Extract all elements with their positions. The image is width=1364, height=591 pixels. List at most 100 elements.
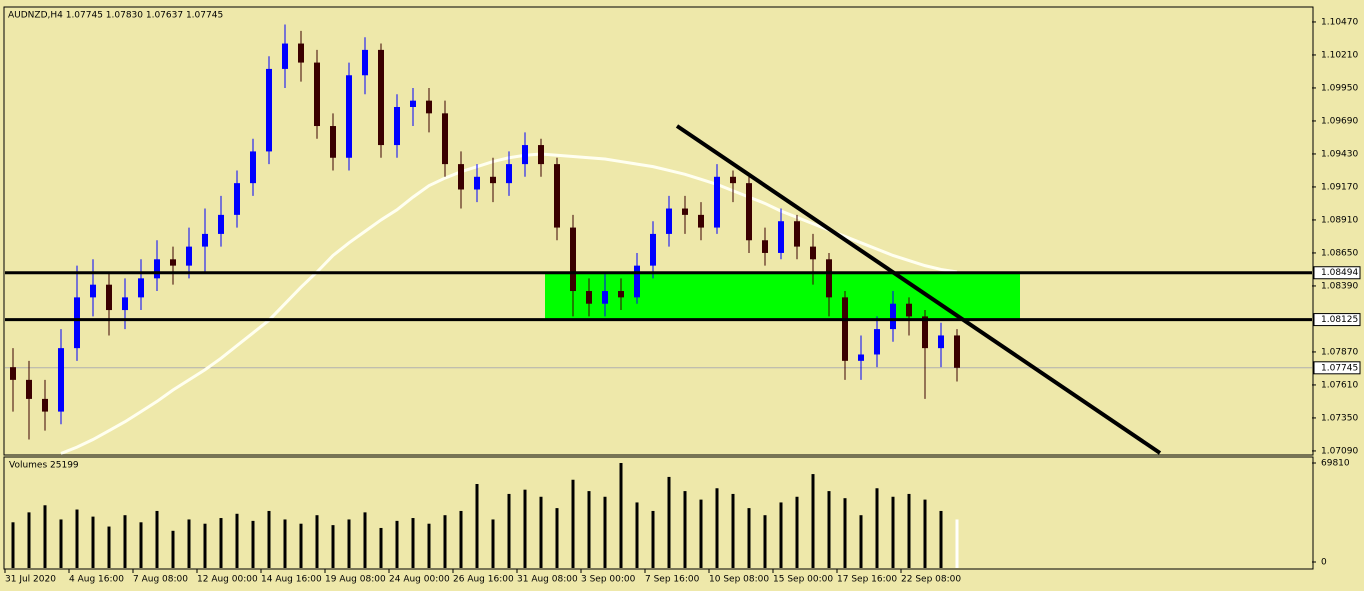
volume-bar [363, 512, 367, 568]
y-tick-label: 1.08390 [1321, 281, 1358, 291]
candle-body [234, 183, 240, 215]
x-tick-label: 14 Aug 16:00 [261, 575, 322, 585]
candle-body [602, 291, 608, 304]
volume-bar [59, 519, 63, 568]
volume-bar [523, 489, 527, 568]
volume-bar [507, 493, 511, 568]
candle-body [570, 227, 576, 292]
x-tick-label: 17 Sep 16:00 [837, 575, 897, 585]
volume-bar [427, 523, 431, 568]
candle-body [554, 164, 560, 228]
volume-bar [315, 515, 319, 568]
candle-body [634, 265, 640, 298]
x-tick-label: 12 Aug 00:00 [197, 575, 258, 585]
volume-bar [299, 523, 303, 568]
y-tick-label: 1.09950 [1321, 83, 1358, 93]
candle-body [762, 240, 768, 253]
volume-bar [395, 520, 399, 568]
candle-body [410, 100, 416, 107]
candle-body [138, 278, 144, 298]
volume-bar [555, 508, 559, 568]
candle-body [330, 126, 336, 158]
y-tick-label: 1.10470 [1321, 17, 1358, 27]
volume-bar [155, 510, 159, 568]
candle-body [778, 221, 784, 253]
volume-bar [27, 512, 31, 568]
candle-body [266, 68, 272, 152]
candle-body [922, 316, 928, 349]
y-tick-label: 1.07610 [1321, 380, 1358, 390]
candle-body [218, 214, 224, 234]
volume-bar [635, 502, 639, 568]
candle-body [714, 176, 720, 228]
candle-body [538, 145, 544, 165]
volume-bar [443, 515, 447, 568]
x-tick-label: 22 Sep 08:00 [901, 575, 961, 585]
candle-body [474, 176, 480, 190]
candle-body [730, 176, 736, 184]
support-zone [545, 272, 1020, 320]
volume-bar [923, 499, 927, 568]
candle-body [362, 49, 368, 76]
volume-bar [763, 515, 767, 568]
candle-body [314, 62, 320, 127]
x-tick-label: 10 Sep 08:00 [709, 575, 769, 585]
trend-line [675, 124, 1162, 455]
candle-body [506, 164, 512, 184]
x-tick-label: 31 Jul 2020 [5, 575, 56, 585]
x-tick-label: 7 Aug 08:00 [133, 575, 188, 585]
volume-bar [219, 518, 223, 568]
volume-bar [603, 496, 607, 568]
volume-bar [91, 516, 95, 568]
volume-bar [827, 491, 831, 568]
volume-bar [891, 496, 895, 568]
candle-body [346, 75, 352, 158]
candle-body [938, 335, 944, 349]
y-tick-label: 1.09690 [1321, 116, 1358, 126]
candle-body [666, 208, 672, 234]
level-label-box [1313, 313, 1361, 327]
candle-body [442, 113, 448, 165]
candle-body [618, 291, 624, 298]
y-tick-label: 1.07350 [1321, 413, 1358, 423]
candle-body [826, 259, 832, 298]
x-tick-label: 26 Aug 16:00 [453, 575, 514, 585]
volume-bar [475, 484, 479, 568]
volume-bar [683, 491, 687, 568]
volume-bar [331, 525, 335, 568]
candle-body [26, 379, 32, 399]
volume-bar [811, 474, 815, 568]
candle-body [378, 49, 384, 146]
candle-body [282, 43, 288, 69]
candle-body [746, 183, 752, 241]
volume-bar [379, 527, 383, 568]
candle-body [890, 303, 896, 330]
candle-body [842, 297, 848, 361]
y-tick-label: 1.09170 [1321, 182, 1358, 192]
candle-body [186, 246, 192, 266]
level-label-box [1313, 266, 1361, 280]
candle-body [698, 214, 704, 228]
last-price-box [1313, 361, 1361, 375]
volume-tick-label: 69810 [1321, 459, 1350, 469]
volume-bar [571, 479, 575, 568]
candle-body [90, 284, 96, 298]
volume-title: Volumes 25199 [9, 461, 79, 471]
volume-bar [411, 518, 415, 568]
candle-body [810, 246, 816, 260]
volume-bar [699, 499, 703, 568]
y-tick-label: 1.10210 [1321, 50, 1358, 60]
volume-bar [123, 515, 127, 568]
volume-tick-label: 0 [1321, 558, 1327, 568]
candle-body [122, 297, 128, 311]
volume-bar [75, 509, 79, 568]
x-tick-label: 3 Sep 00:00 [581, 575, 636, 585]
candle-body [394, 106, 400, 146]
level-label: 1.08125 [1321, 315, 1358, 325]
volume-bar [667, 476, 671, 568]
volume-bar [619, 463, 623, 568]
candle-body [10, 367, 16, 380]
candle-body [522, 145, 528, 165]
volume-bar [235, 513, 239, 568]
